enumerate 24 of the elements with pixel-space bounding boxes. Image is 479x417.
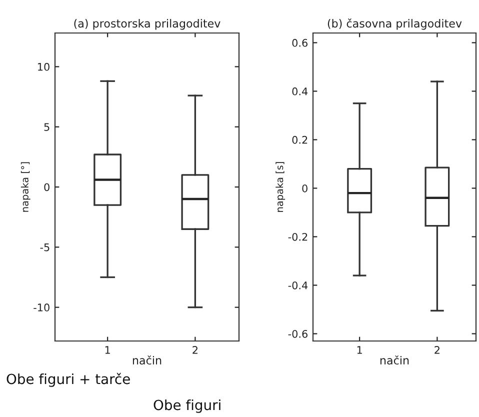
text: Obe figuri <box>154 399 220 413</box>
x-tick-label: 1 <box>357 346 362 354</box>
y-tick-label: 0.6 <box>292 38 308 47</box>
x-axis-title: način <box>380 356 409 365</box>
y-tick-label: -10 <box>34 304 50 312</box>
chart-title: (a) prostorska prilagoditev <box>74 19 220 30</box>
y-tick-label: 0.4 <box>292 87 308 96</box>
y-tick-label: 5 <box>44 123 50 131</box>
x-axis-title: način <box>132 356 162 365</box>
y-axis-title: napaka [°] <box>20 162 30 212</box>
y-tick-label: -5 <box>40 244 50 252</box>
x-tick-label: 2 <box>192 346 198 354</box>
y-tick-label: -0.6 <box>288 330 308 338</box>
y-tick-label: 0 <box>302 184 308 192</box>
x-tick-label: 1 <box>105 346 110 354</box>
y-tick-label: 10 <box>38 62 50 71</box>
chart-title: (b) časovna prilagoditev <box>328 18 462 30</box>
text: Obe figuri + tarče <box>6 372 130 387</box>
y-axis-title: napaka [s] <box>276 162 286 212</box>
y-tick-label: -0.4 <box>288 281 308 290</box>
y-tick-label: 0.2 <box>292 136 308 144</box>
y-tick-label: 0 <box>44 183 50 192</box>
x-tick-label: 2 <box>434 346 440 354</box>
y-tick-label: -0.2 <box>288 232 308 241</box>
